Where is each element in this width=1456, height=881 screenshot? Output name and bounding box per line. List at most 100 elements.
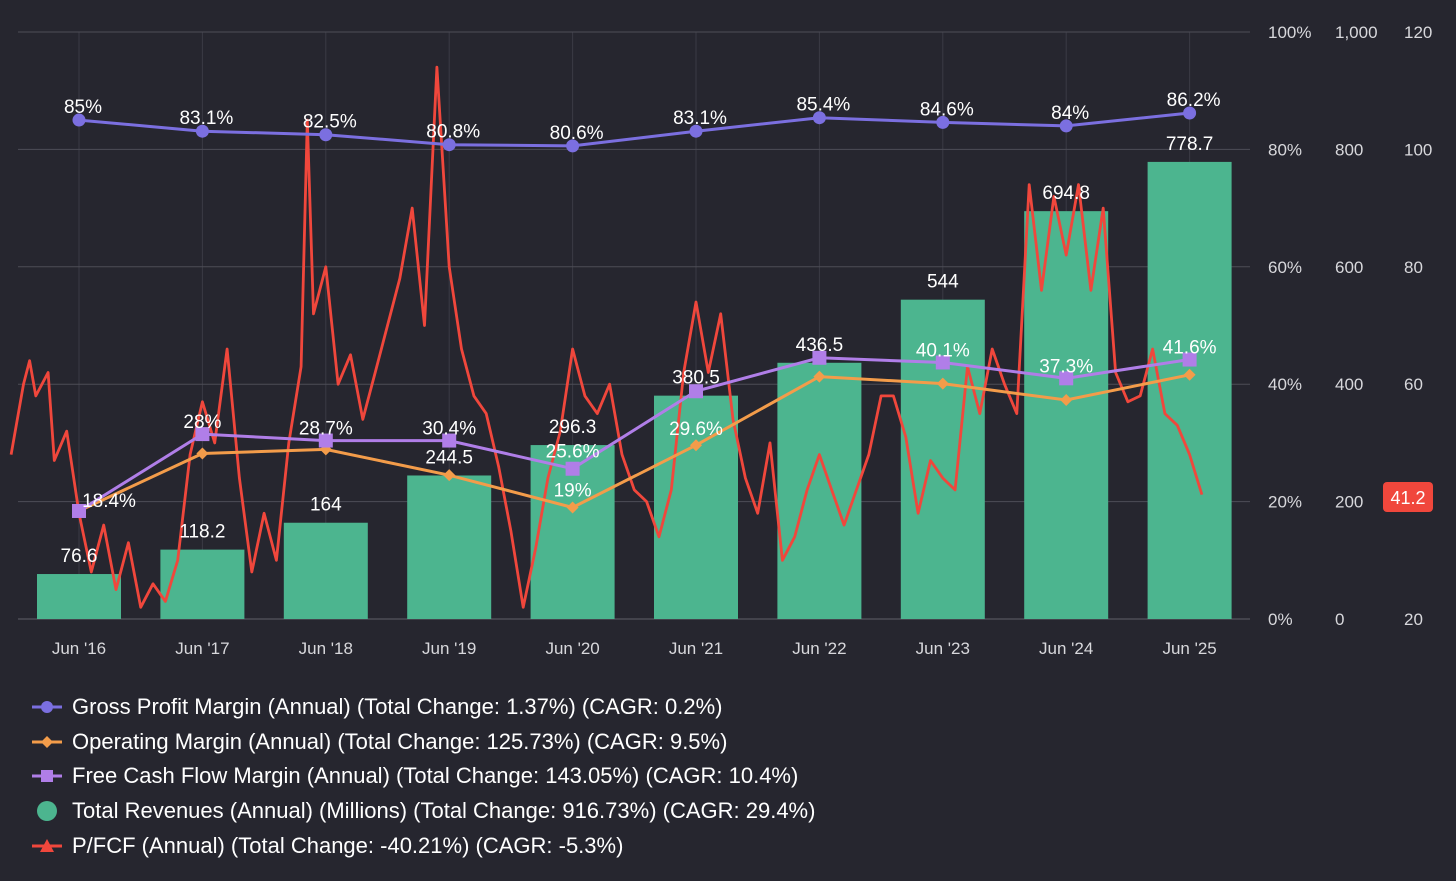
operating-margin-data-label: 19% [554,480,592,501]
y-tick-revenue: 400 [1335,375,1363,394]
fcf-margin-line [78,356,1190,513]
gross-margin-point [1183,106,1197,120]
y-tick-percent: 60% [1268,258,1302,277]
gross-margin-data-label: 80.6% [550,123,604,144]
legend-label: Free Cash Flow Margin (Annual) (Total Ch… [72,763,799,789]
pfcf-last-value-label: 41.2 [1390,488,1425,508]
fcf-margin-data-label: 25.6% [546,442,600,463]
y-tick-pfcf: 100 [1404,140,1432,159]
legend-item[interactable]: Gross Profit Margin (Annual) (Total Chan… [30,690,815,725]
legend-label: Total Revenues (Annual) (Millions) (Tota… [72,798,816,824]
gross-margin-point [319,128,333,142]
gross-margin-data-label: 85% [64,97,102,118]
revenue-bar [160,549,245,619]
legend-label: Operating Margin (Annual) (Total Change:… [72,728,728,754]
revenue-data-label: 694.8 [1042,183,1090,204]
x-tick-label: Jun '21 [669,639,723,658]
revenue-bar [777,362,862,619]
legend-label: Gross Profit Margin (Annual) (Total Chan… [72,694,723,720]
fcf-margin-data-label: 28.7% [299,419,353,440]
y-tick-revenue: 200 [1335,493,1363,512]
legend-item[interactable]: Total Revenues (Annual) (Millions) (Tota… [30,794,815,829]
x-tick-label: Jun '23 [916,639,970,658]
fcf-margin-data-label: 37.3% [1039,356,1093,377]
y-tick-percent: 0% [1268,610,1293,629]
x-tick-label: Jun '19 [422,639,476,658]
operating-margin-point [196,447,209,460]
x-tick-label: Jun '18 [299,639,353,658]
gross-margin-point [689,124,703,138]
gross-margin-data-label: 80.8% [426,122,480,143]
operating-margin [73,368,1196,517]
fcf-margin-point [195,427,210,442]
gross-margin-data-label: 86.2% [1167,90,1221,111]
gross-margin-point [936,115,950,129]
gross-margin-data-label: 84% [1051,103,1089,124]
legend-marker-icon [32,770,62,783]
fcf-margin-point [72,503,86,518]
fcf-margin [72,350,1197,518]
revenue-data-label: 118.2 [179,522,225,543]
gross-margin-data-label: 83.1% [179,108,233,129]
legend-item[interactable]: Free Cash Flow Margin (Annual) (Total Ch… [30,759,815,794]
data-labels: 76.6 118.2 164 244.5 296.3 380.5 436.5 544 694.8… [61,90,1221,567]
y-tick-pfcf: 20 [1404,610,1423,629]
y-tick-pfcf: 80 [1404,258,1423,277]
y-tick-percent: 100% [1268,23,1311,42]
gross-margin-line [78,111,1190,148]
legend-marker-icon [32,701,62,714]
gross-margin-point [195,124,209,138]
revenue-bars [37,161,1232,619]
fcf-margin-point [1182,352,1197,367]
revenue-data-label: 296.3 [549,417,597,438]
gross-margin-point [442,138,456,152]
fcf-margin-point [689,384,703,399]
revenue-bar [900,299,985,619]
revenue-data-label: 380.5 [672,368,720,389]
fcf-margin-point [1059,371,1074,386]
legend-marker-icon [32,838,62,852]
y-tick-revenue: 800 [1335,140,1363,159]
legend-label: P/FCF (Annual) (Total Change: -40.21%) (… [72,832,624,858]
operating-margin-point [443,469,456,482]
legend-marker-icon [32,735,62,748]
fcf-margin-data-label: 28% [183,412,221,433]
x-tick-label: Jun '22 [792,639,846,658]
legend-item[interactable]: Operating Margin (Annual) (Total Change:… [30,725,815,760]
gross-margin-point [566,139,580,153]
operating-margin-point [813,370,826,383]
chart-plot: 0% 20% 40% 60% 80% 100% 0 200 400 600 800 1,000 20 40… [9,23,1433,658]
y-tick-revenue: 1,000 [1335,23,1378,42]
gross-margin [72,106,1197,153]
fcf-margin-data-label: 40.1% [916,340,970,361]
gross-margin-data-label: 83.1% [673,108,727,129]
y-tick-pfcf: 60 [1404,375,1423,394]
operating-margin-point [1060,394,1073,407]
y-axes: 0%20%40%60%80%100%02004006008001,0002040… [1268,23,1432,629]
gross-margin-data-label: 84.6% [920,99,974,120]
operating-margin-point [936,377,949,390]
operating-margin-data-label: 29.6% [669,419,723,440]
fcf-margin-point [442,433,457,448]
x-tick-label: Jun '20 [545,639,599,658]
revenue-data-label: 436.5 [796,335,844,356]
gross-margin-data-label: 85.4% [796,95,850,116]
y-tick-pfcf: 120 [1404,23,1432,42]
x-tick-label: Jun '17 [175,639,229,658]
operating-margin-line [78,373,1190,513]
operating-margin-point [566,501,579,514]
x-axis: Jun '16 Jun '17 Jun '18 Jun '19 Jun '20 Jun '… [52,639,1217,658]
fcf-margin-data-label: 41.6% [1163,338,1217,359]
fcf-margin-point [565,461,580,476]
fcf-margin-point [935,355,950,370]
y-tick-percent: 20% [1268,493,1302,512]
legend: Gross Profit Margin (Annual) (Total Chan… [30,690,815,863]
legend-item[interactable]: P/FCF (Annual) (Total Change: -40.21%) (… [30,828,815,863]
fcf-margin-data-label: 18.4% [82,491,136,512]
x-tick-label: Jun '16 [52,639,106,658]
revenue-data-label: 164 [310,495,342,516]
gross-margin-point [812,111,826,125]
revenue-data-label: 244.5 [425,447,473,468]
operating-margin-point [690,439,702,452]
